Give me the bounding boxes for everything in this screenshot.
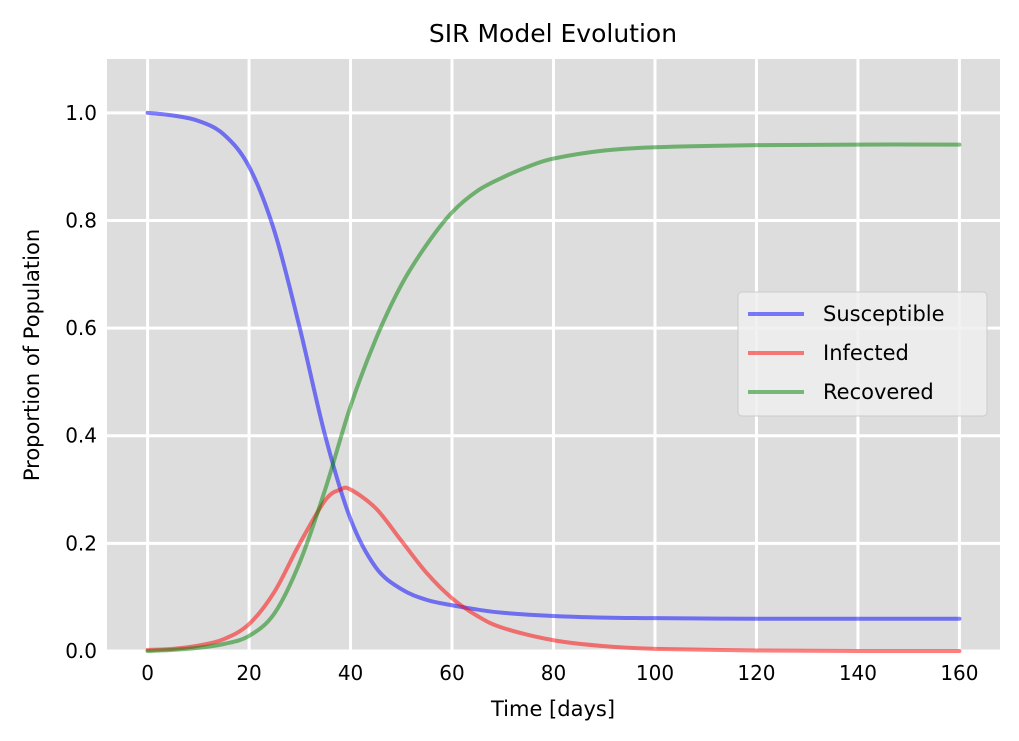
chart-title: SIR Model Evolution (429, 19, 677, 48)
x-tick-label: 80 (541, 661, 566, 685)
x-tick-label: 140 (839, 661, 877, 685)
series-lines (145, 110, 962, 654)
x-tick-label: 160 (940, 661, 978, 685)
y-tick-label: 0.6 (65, 316, 97, 340)
y-tick-label: 1.0 (65, 101, 97, 125)
series-line-recovered (145, 142, 962, 653)
x-tick-label: 0 (141, 661, 154, 685)
x-tick-label: 100 (636, 661, 674, 685)
x-tick-label: 60 (439, 661, 464, 685)
legend-label-recovered: Recovered (823, 380, 934, 404)
series-line-susceptible (145, 110, 962, 621)
y-tick-label: 0.0 (65, 639, 97, 663)
legend-label-infected: Infected (823, 341, 909, 365)
series-line-infected (145, 485, 962, 654)
y-tick-label: 0.8 (65, 208, 97, 232)
y-axis-label: Proportion of Population (20, 229, 44, 481)
legend: Susceptible Infected Recovered (737, 291, 988, 417)
y-tick-label: 0.4 (65, 424, 97, 448)
x-tick-label: 120 (737, 661, 775, 685)
legend-box (737, 291, 988, 417)
tick-labels: 0 20 40 60 80 100 120 140 160 0.0 0.2 0.4 0.6 0.8 1.0 (65, 101, 978, 685)
x-tick-label: 20 (236, 661, 261, 685)
y-tick-label: 0.2 (65, 531, 97, 555)
legend-label-susceptible: Susceptible (823, 302, 945, 326)
x-tick-label: 40 (338, 661, 363, 685)
x-axis-label: Time [days] (490, 697, 615, 721)
